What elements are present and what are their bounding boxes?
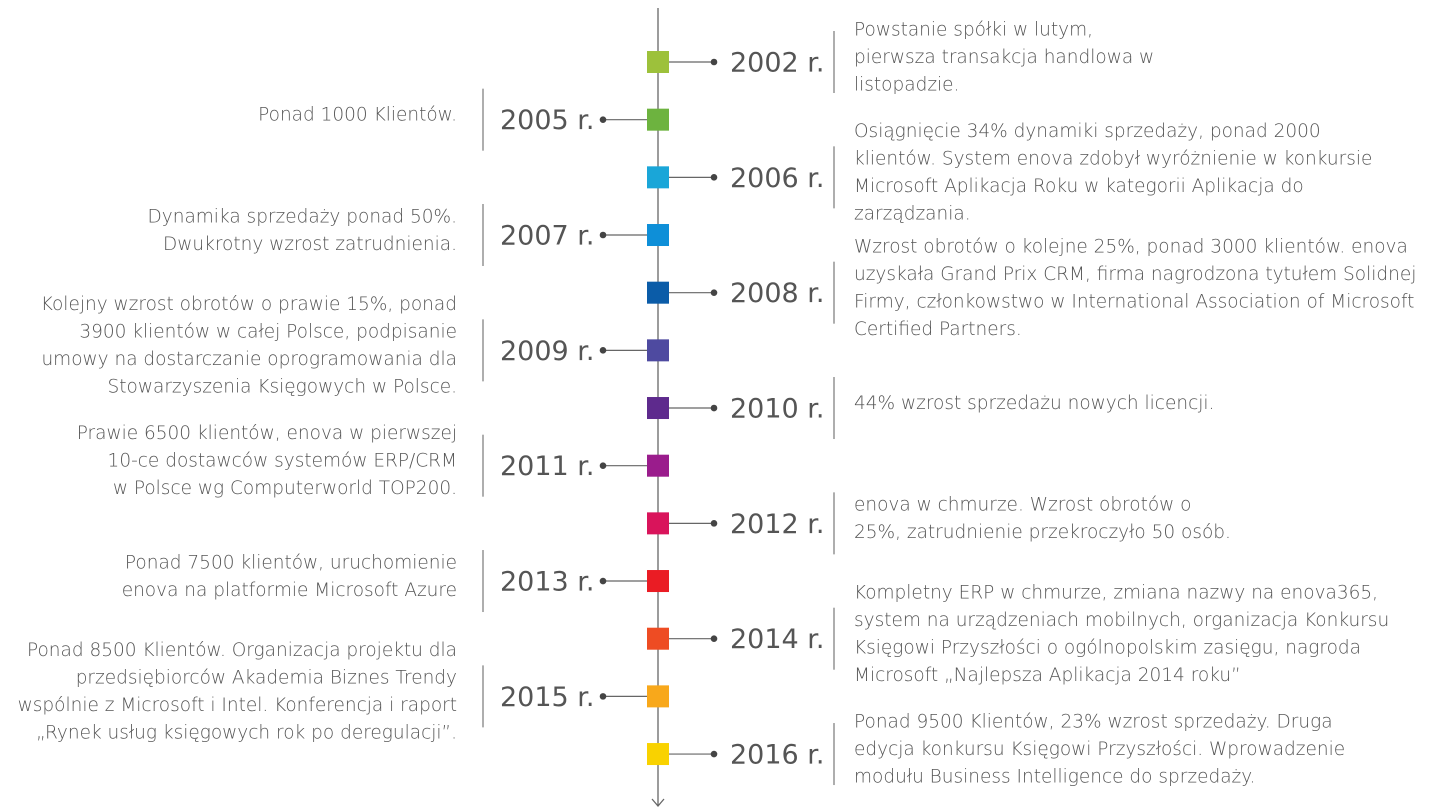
event-text: umowy na dostarczanie oprogramowania dla <box>41 349 457 370</box>
event-text: 3900 klientów w całej Polsce, podpisanie <box>79 322 457 343</box>
event-text: Osiągnięcie 34% dynamiki sprzedaży, pona… <box>854 121 1321 142</box>
event-text: listopadzie. <box>854 75 959 96</box>
event-text: w Polsce wg Computerworld TOP200. <box>113 478 457 499</box>
event-text: 44% wzrost sprzedażu nowych licencji. <box>854 393 1214 414</box>
connector-dot <box>710 635 718 642</box>
event-text: Ponad 9500 Klientów, 23% wzrost sprzedaż… <box>854 712 1333 733</box>
year: 2015 r. <box>500 682 595 713</box>
year: 2007 r. <box>500 221 595 252</box>
connector-dot <box>599 693 607 700</box>
year: 2002 r. <box>730 48 825 79</box>
event-text: zarządzania. <box>854 204 971 225</box>
marker <box>647 397 669 420</box>
event-text: Wzrost obrotów o kolejne 25%, ponad 3000… <box>854 236 1408 257</box>
event-text: uzyskała Grand Prix CRM, firma nagrodzon… <box>854 264 1416 285</box>
event-text: 25%, zatrudnienie przekroczyło 50 osób. <box>854 522 1231 543</box>
event-text: enova w chmurze. Wzrost obrotów o <box>854 495 1191 516</box>
year: 2016 r. <box>730 740 825 771</box>
marker <box>647 570 669 593</box>
event-text: Dwukrotny wzrost zatrudnienia. <box>163 234 457 255</box>
event-text: 10-ce dostawców systemów ERP/CRM <box>108 451 457 472</box>
event-text: Księgowi Przyszłości o ogólnopolskim zas… <box>854 637 1361 658</box>
event-text: „Rynek usług księgowych rok po deregulac… <box>36 723 457 744</box>
event-text: pierwsza transakcja handlowa w <box>854 47 1154 68</box>
event-text: Powstanie spółki w lutym, <box>854 20 1093 41</box>
event-text: wspólnie z Microsoft i Intel. Konferencj… <box>18 695 457 716</box>
marker <box>647 339 669 362</box>
event-text: Ponad 8500 Klientów. Organizacja projekt… <box>27 640 457 661</box>
event-text: Microsoft „Najlepsza Aplikacja 2014 roku… <box>854 665 1241 686</box>
marker <box>647 281 669 304</box>
connector-dot <box>599 462 607 469</box>
connector-dot <box>710 404 718 412</box>
year: 2009 r. <box>500 336 595 367</box>
marker <box>647 51 669 73</box>
event-text: Stowarzyszenia Księgowych w Polsce. <box>108 377 457 398</box>
marker <box>647 166 669 189</box>
event-text: Dynamika sprzedaży ponad 50%. <box>148 206 457 227</box>
connector-dot <box>599 347 607 354</box>
axis-arrow <box>651 798 665 807</box>
event-text: klientów. System enova zdobył wyróżnieni… <box>854 149 1372 170</box>
year: 2005 r. <box>500 105 595 136</box>
marker <box>647 627 669 650</box>
marker <box>647 454 669 477</box>
event-text: edycja konkursu Księgowi Przyszłości. Wp… <box>854 739 1345 760</box>
event-text: przedsiębiorców Akademia Biznes Trendy <box>76 668 457 689</box>
event-text: Ponad 1000 Klientów. <box>258 105 457 126</box>
connector-dot <box>710 58 718 66</box>
year: 2014 r. <box>730 624 825 655</box>
marker <box>647 108 669 131</box>
event-text: Prawie 6500 klientów, enova w pierwszej <box>77 423 457 444</box>
event-text: system na urządzeniach mobilnych, organi… <box>854 610 1389 631</box>
year: 2008 r. <box>730 278 825 309</box>
event-text: Ponad 7500 klientów, uruchomienie <box>125 552 457 573</box>
connector-dot <box>599 231 607 239</box>
year: 2011 r. <box>500 451 595 482</box>
marker <box>647 743 669 766</box>
connector-dot <box>599 577 607 585</box>
connector-dot <box>710 520 718 527</box>
connector-dot <box>710 750 718 758</box>
year: 2010 r. <box>730 394 825 425</box>
year: 2012 r. <box>730 509 825 540</box>
marker <box>647 224 669 247</box>
marker <box>647 685 669 708</box>
year: 2006 r. <box>730 163 825 194</box>
event-text: enova na platformie Microsoft Azure <box>122 580 457 601</box>
marker <box>647 512 669 535</box>
event-text: Firmy, członkowstwo w International Asso… <box>854 291 1414 312</box>
connector-dot <box>710 289 718 296</box>
event-text: Certified Partners. <box>854 319 1022 340</box>
event-text: Kolejny wzrost obrotów o prawie 15%, pon… <box>41 294 457 315</box>
connector-dot <box>710 174 718 181</box>
connector-dot <box>599 116 607 123</box>
event-text: Kompletny ERP w chmurze, zmiana nazwy na… <box>854 582 1378 603</box>
event-text: modułu Business Intelligence do sprzedaż… <box>854 767 1255 788</box>
event-text: Microsoft Aplikacja Roku w kategorii Apl… <box>854 176 1304 197</box>
year: 2013 r. <box>500 567 595 598</box>
